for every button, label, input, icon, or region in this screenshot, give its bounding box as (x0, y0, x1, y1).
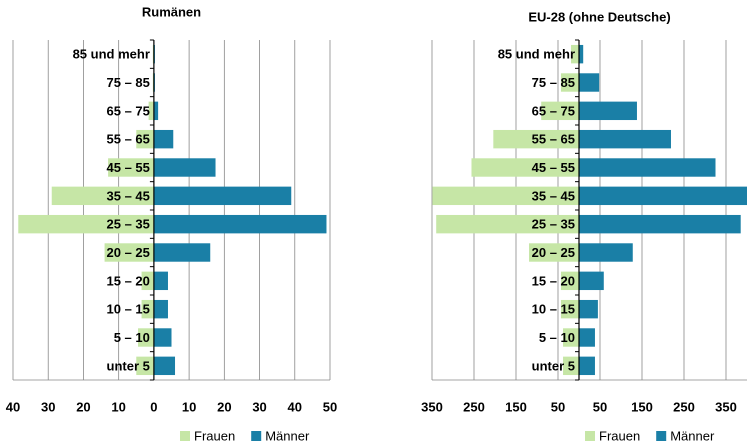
bar (51, 186, 154, 206)
category-label: 65 – 75 (107, 103, 150, 118)
x-tick-label: 350 (715, 399, 737, 414)
bar (579, 271, 604, 291)
x-tick-label: 40 (6, 399, 20, 414)
bar (560, 299, 579, 319)
legend-label: Männer (670, 428, 715, 443)
legend-swatch (656, 431, 667, 441)
category-label: 10 – 15 (532, 302, 575, 317)
bar (563, 328, 579, 347)
category-label: 65 – 75 (532, 103, 575, 118)
x-tick-label: 350 (421, 399, 443, 414)
x-tick-label: 40 (288, 399, 302, 414)
category-label: 45 – 55 (532, 160, 575, 175)
x-tick-label: 50 (323, 399, 337, 414)
chart-title: EU-28 (ohne Deutsche) (528, 9, 670, 24)
legend-label: Frauen (599, 428, 640, 443)
bar (108, 158, 154, 177)
bar (153, 356, 176, 376)
bar (153, 101, 159, 121)
x-tick-label: 30 (252, 399, 266, 414)
bar (579, 158, 716, 177)
x-tick-label: 20 (76, 399, 90, 414)
x-tick-label: 10 (182, 399, 196, 414)
category-label: 5 – 10 (539, 330, 575, 345)
bar (579, 328, 595, 347)
category-label: 85 und mehr (73, 47, 150, 62)
bar (563, 356, 579, 376)
bar (560, 271, 579, 291)
bar (436, 214, 579, 234)
category-label: 55 – 65 (107, 132, 150, 147)
bar (153, 214, 327, 234)
bar (153, 158, 216, 177)
legend-label: Frauen (194, 428, 235, 443)
bar (579, 299, 598, 319)
bar (18, 214, 154, 234)
bar (579, 186, 747, 206)
category-label: 5 – 10 (114, 330, 150, 345)
bar (153, 186, 292, 206)
x-tick-label: 250 (463, 399, 485, 414)
x-tick-label: 0 (150, 399, 157, 414)
category-label: 55 – 65 (532, 132, 575, 147)
category-label: 75 – 85 (107, 75, 150, 90)
bar (153, 271, 168, 291)
bar (579, 73, 600, 92)
category-label: 35 – 45 (107, 188, 150, 203)
x-tick-label: 30 (41, 399, 55, 414)
bar (141, 299, 154, 319)
bar (471, 158, 579, 177)
category-label: 75 – 85 (532, 75, 575, 90)
bar (136, 129, 154, 149)
bar (104, 243, 154, 262)
category-label: unter 5 (532, 358, 575, 373)
bar (579, 129, 671, 149)
bar (493, 129, 579, 149)
legend-swatch (251, 431, 262, 441)
legend-label: Männer (265, 428, 310, 443)
bar (579, 214, 741, 234)
category-label: 35 – 45 (532, 188, 575, 203)
x-tick-label: 150 (505, 399, 527, 414)
bar (432, 186, 579, 206)
bar (529, 243, 579, 262)
bar (153, 299, 168, 319)
category-label: 15 – 20 (107, 273, 150, 288)
x-tick-label: 250 (673, 399, 695, 414)
bar (153, 243, 211, 262)
category-label: 25 – 35 (532, 217, 575, 232)
x-tick-label: 150 (631, 399, 653, 414)
bar (571, 44, 579, 64)
category-label: 45 – 55 (107, 160, 150, 175)
legend-swatch (180, 431, 190, 441)
bar (153, 129, 174, 149)
bar (541, 101, 579, 121)
category-label: 25 – 35 (107, 217, 150, 232)
chart-title: Rumänen (142, 4, 201, 19)
bar (148, 101, 154, 121)
category-label: 20 – 25 (107, 245, 150, 260)
x-tick-label: 50 (593, 399, 607, 414)
x-tick-label: 10 (111, 399, 125, 414)
bar (560, 73, 579, 92)
x-tick-label: 50 (551, 399, 565, 414)
x-tick-label: 20 (217, 399, 231, 414)
bar (579, 356, 595, 376)
category-label: 10 – 15 (107, 302, 150, 317)
legend-swatch (585, 431, 595, 441)
bar (136, 356, 154, 376)
bar (579, 44, 584, 64)
bar (579, 243, 633, 262)
bar (579, 101, 637, 121)
category-label: 15 – 20 (532, 273, 575, 288)
bar (138, 328, 154, 347)
category-label: unter 5 (107, 358, 150, 373)
category-label: 85 und mehr (498, 47, 575, 62)
category-label: 20 – 25 (532, 245, 575, 260)
bar (141, 271, 154, 291)
bar (153, 328, 172, 347)
